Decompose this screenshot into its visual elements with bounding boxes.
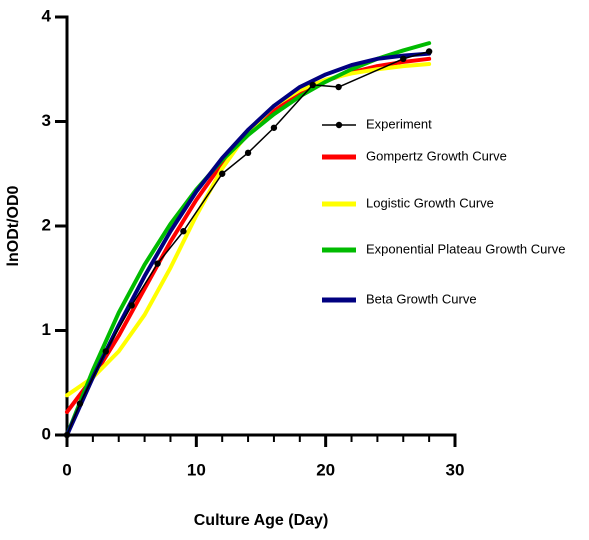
data-point: [425, 48, 433, 55]
x-tick-label: 10: [187, 460, 206, 479]
y-tick-label: 1: [42, 320, 51, 339]
x-tick-label: 20: [316, 460, 335, 479]
legend-label: Exponential Plateau Growth Curve: [366, 241, 565, 256]
fit-curve: [65, 41, 432, 437]
data-point: [128, 302, 135, 309]
x-tick-label: 30: [446, 460, 465, 479]
y-axis-title: lnODt/OD0: [5, 185, 22, 266]
y-tick-label: 3: [42, 111, 51, 130]
y-tick-label: 2: [42, 215, 51, 234]
data-point: [102, 348, 110, 355]
legend-label: Gompertz Growth Curve: [366, 148, 507, 163]
legend-label: Experiment: [366, 116, 432, 131]
data-point: [400, 55, 407, 62]
legend-label: Logistic Growth Curve: [366, 195, 494, 210]
data-point: [63, 431, 71, 439]
y-tick-label: 0: [42, 424, 51, 443]
data-point: [180, 228, 187, 235]
data-point: [270, 124, 278, 131]
x-tick-label: 0: [62, 460, 71, 479]
data-point: [244, 149, 252, 157]
x-axis-title: Culture Age (Day): [194, 512, 329, 529]
data-point: [76, 400, 84, 407]
fit-curve: [65, 56, 432, 415]
data-point: [309, 81, 316, 89]
fit-curve: [65, 51, 432, 437]
data-point: [154, 260, 161, 267]
y-tick-label: 4: [42, 6, 52, 25]
data-point: [335, 83, 342, 91]
fit-curve: [65, 62, 432, 398]
data-point: [219, 170, 226, 177]
legend-marker: [335, 121, 343, 129]
legend-label: Beta Growth Curve: [366, 291, 477, 306]
